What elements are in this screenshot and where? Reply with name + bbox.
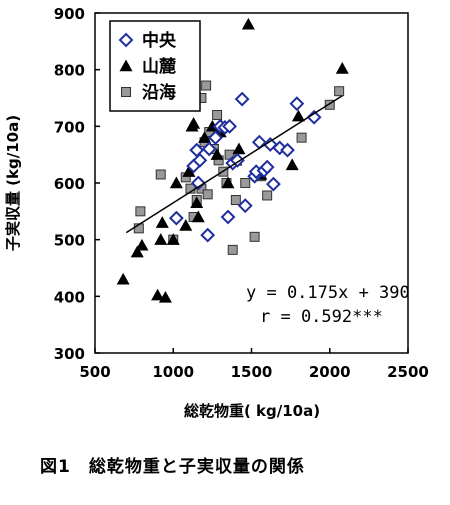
data-point-sanroku bbox=[182, 165, 196, 177]
data-point-sanroku bbox=[221, 176, 235, 189]
data-point-sanroku bbox=[151, 288, 165, 301]
x-tick-label: 1000 bbox=[152, 363, 194, 381]
data-point-engai bbox=[334, 86, 345, 97]
legend-label: 中央 bbox=[142, 30, 177, 51]
legend-marker bbox=[119, 59, 133, 72]
data-point-engai bbox=[249, 231, 260, 242]
data-point-sanroku bbox=[291, 109, 305, 122]
data-point-chuo bbox=[222, 118, 238, 134]
data-point-sanroku bbox=[158, 290, 172, 303]
data-point-chuo bbox=[237, 198, 253, 214]
data-point-engai bbox=[212, 110, 223, 120]
axis-ticks: 500 1000 1500 2000 2500 300 400 500 600 700 800 900 bbox=[54, 5, 429, 381]
data-point-chuo bbox=[220, 209, 236, 225]
data-point-engai bbox=[296, 132, 307, 143]
y-tick-label: 700 bbox=[54, 118, 85, 136]
y-tick-label: 800 bbox=[54, 62, 85, 80]
data-point-engai bbox=[324, 99, 335, 110]
data-point-sanroku bbox=[116, 272, 130, 285]
data-point-engai bbox=[135, 206, 146, 217]
data-point-sanroku bbox=[169, 176, 183, 189]
data-point-engai bbox=[262, 190, 273, 201]
data-point-chuo bbox=[208, 130, 223, 146]
data-point-chuo bbox=[280, 142, 295, 158]
data-point-sanroku bbox=[155, 216, 169, 228]
data-point-chuo bbox=[201, 141, 217, 157]
legend-marker bbox=[121, 87, 131, 97]
data-point-chuo bbox=[200, 227, 216, 243]
data-point-chuo bbox=[192, 152, 208, 168]
data-point-sanroku bbox=[191, 210, 205, 223]
data-point-sanroku bbox=[335, 62, 349, 74]
data-point-sanroku bbox=[241, 17, 255, 30]
y-tick-label: 900 bbox=[54, 5, 85, 23]
y-tick-label: 400 bbox=[54, 288, 85, 306]
data-point-engai bbox=[240, 178, 251, 188]
y-axis-label: 子実収量 (kg/10a) bbox=[4, 115, 22, 251]
data-point-sanroku bbox=[187, 117, 201, 129]
data-point-sanroku bbox=[130, 245, 144, 258]
data-point-chuo bbox=[168, 210, 184, 226]
data-point-sanroku bbox=[198, 131, 212, 143]
correlation-label: r = 0.592*** bbox=[260, 307, 383, 327]
x-axis-label: 総乾物重( kg/10a) bbox=[184, 402, 320, 420]
data-marks bbox=[116, 17, 349, 303]
data-point-chuo bbox=[289, 96, 305, 112]
x-tick-label: 500 bbox=[79, 363, 110, 381]
data-point-chuo bbox=[190, 175, 206, 191]
trend-line bbox=[125, 95, 343, 234]
regression-equation: y = 0.175x + 390 bbox=[246, 283, 410, 303]
x-tick-label: 1500 bbox=[231, 363, 273, 381]
data-point-chuo bbox=[265, 176, 281, 192]
data-point-chuo bbox=[234, 91, 250, 107]
data-point-sanroku bbox=[166, 233, 180, 245]
x-tick-label: 2500 bbox=[387, 363, 429, 381]
data-point-sanroku bbox=[135, 238, 149, 251]
legend-marker bbox=[118, 32, 134, 48]
data-point-engai bbox=[155, 169, 166, 180]
data-point-engai bbox=[201, 80, 212, 91]
data-point-sanroku bbox=[285, 158, 299, 171]
y-tick-label: 600 bbox=[54, 175, 85, 193]
data-point-sanroku bbox=[154, 233, 168, 245]
data-point-engai bbox=[202, 189, 213, 200]
legend-label: 沿海 bbox=[142, 82, 176, 103]
y-tick-label: 300 bbox=[54, 345, 85, 363]
figure-caption: 図1 総乾物重と子実収量の関係 bbox=[40, 457, 305, 477]
data-point-engai bbox=[227, 244, 238, 255]
x-tick-label: 2000 bbox=[309, 363, 351, 381]
data-point-sanroku bbox=[232, 142, 246, 155]
y-tick-label: 500 bbox=[54, 232, 85, 250]
data-point-sanroku bbox=[179, 219, 193, 231]
legend-label: 山麓 bbox=[142, 56, 176, 77]
data-point-sanroku bbox=[190, 196, 204, 209]
data-point-sanroku bbox=[210, 148, 224, 160]
data-point-engai bbox=[230, 195, 241, 205]
data-point-chuo bbox=[259, 159, 275, 175]
